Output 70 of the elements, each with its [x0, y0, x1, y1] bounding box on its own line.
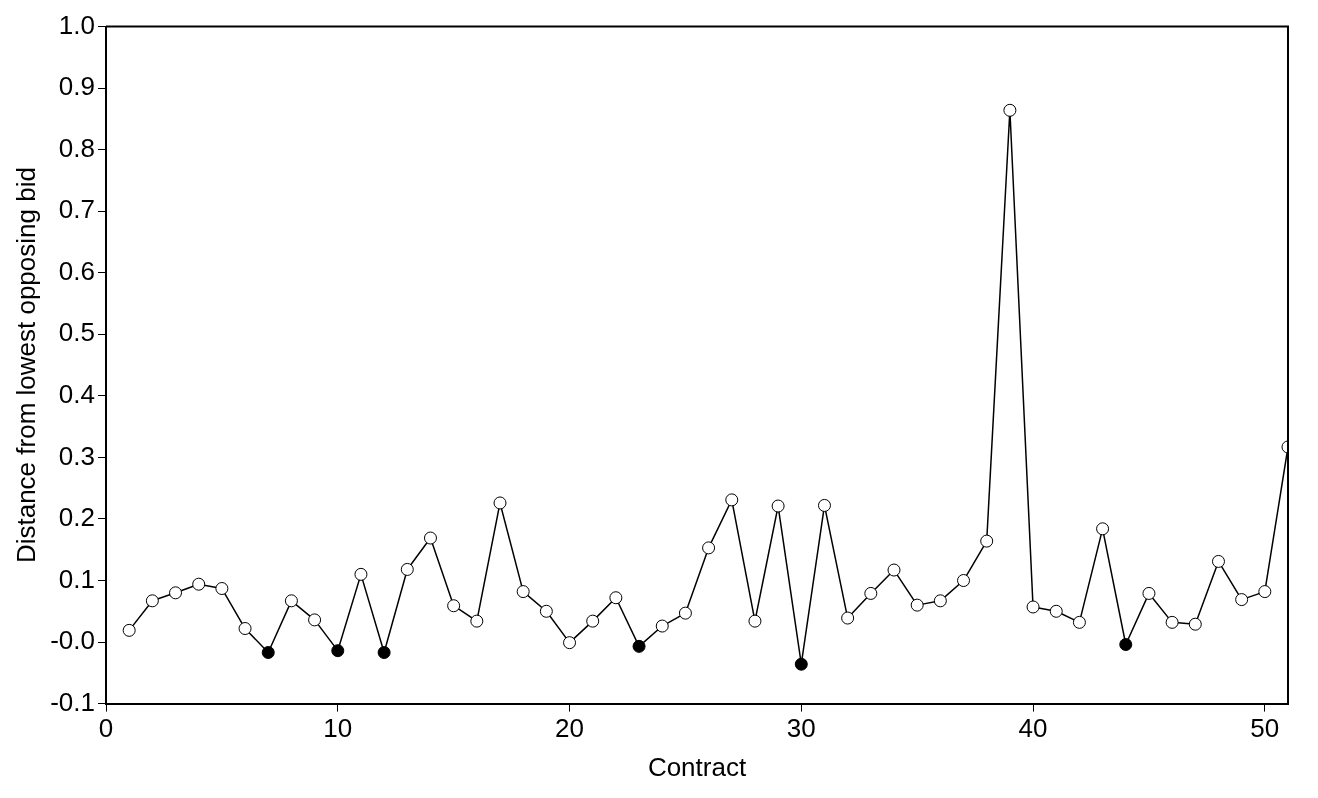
point — [169, 586, 183, 600]
point — [1165, 615, 1179, 629]
point — [1049, 604, 1063, 618]
y-tick-label: -0.1 — [50, 686, 95, 717]
point — [794, 657, 808, 671]
point — [817, 498, 831, 512]
x-tick-label: 10 — [323, 713, 353, 744]
point — [1119, 638, 1133, 652]
y-tick-label: -0.0 — [50, 625, 95, 656]
point — [1211, 554, 1225, 568]
y-tick-label: 0.1 — [58, 563, 95, 594]
point — [887, 563, 901, 577]
x-axis-title: Contract — [647, 751, 747, 782]
y-tick-label: 0.6 — [58, 255, 95, 286]
y-tick-label: 0.3 — [58, 440, 95, 471]
y-tick-label: 0.2 — [58, 502, 95, 533]
point — [632, 639, 646, 653]
point — [238, 622, 252, 636]
point — [1188, 617, 1202, 631]
point — [377, 646, 391, 660]
point — [563, 636, 577, 650]
point — [841, 611, 855, 625]
point — [1072, 615, 1086, 629]
y-tick-label: 0.8 — [58, 132, 95, 163]
point — [748, 614, 762, 628]
point — [192, 577, 206, 591]
y-tick-label: 0.7 — [58, 194, 95, 225]
point — [1235, 593, 1249, 607]
x-tick-label: 30 — [786, 713, 816, 744]
point — [771, 499, 785, 513]
point — [609, 591, 623, 605]
point — [331, 644, 345, 658]
y-tick-label: 0.9 — [58, 71, 95, 102]
point — [864, 586, 878, 600]
point — [980, 534, 994, 548]
point — [516, 585, 530, 599]
point — [1258, 585, 1272, 599]
x-tick-label: 50 — [1250, 713, 1280, 744]
point — [910, 598, 924, 612]
point — [284, 594, 298, 608]
point — [447, 599, 461, 613]
point — [702, 541, 716, 555]
point — [145, 594, 159, 608]
point — [586, 614, 600, 628]
point — [423, 531, 437, 545]
x-tick-label: 40 — [1018, 713, 1048, 744]
y-axis-title: Distance from lowest opposing bid — [10, 167, 41, 564]
x-tick-label: 20 — [555, 713, 584, 744]
point — [933, 594, 947, 608]
point — [1096, 522, 1110, 536]
point — [1142, 586, 1156, 600]
point — [655, 619, 669, 633]
point — [678, 606, 692, 620]
point — [215, 582, 229, 596]
point — [493, 496, 507, 510]
point — [308, 613, 322, 627]
y-tick-label: 1.0 — [58, 9, 95, 40]
x-tick-label: 0 — [98, 713, 114, 744]
point — [354, 567, 368, 581]
point — [539, 604, 553, 618]
point — [400, 562, 414, 576]
point — [1003, 103, 1017, 117]
point — [261, 646, 275, 660]
point — [725, 493, 739, 507]
point — [470, 614, 484, 628]
point — [122, 623, 136, 637]
y-tick-label: 0.4 — [58, 379, 95, 410]
point — [1026, 600, 1040, 614]
point — [957, 574, 971, 588]
y-tick-label: 0.5 — [58, 317, 95, 348]
